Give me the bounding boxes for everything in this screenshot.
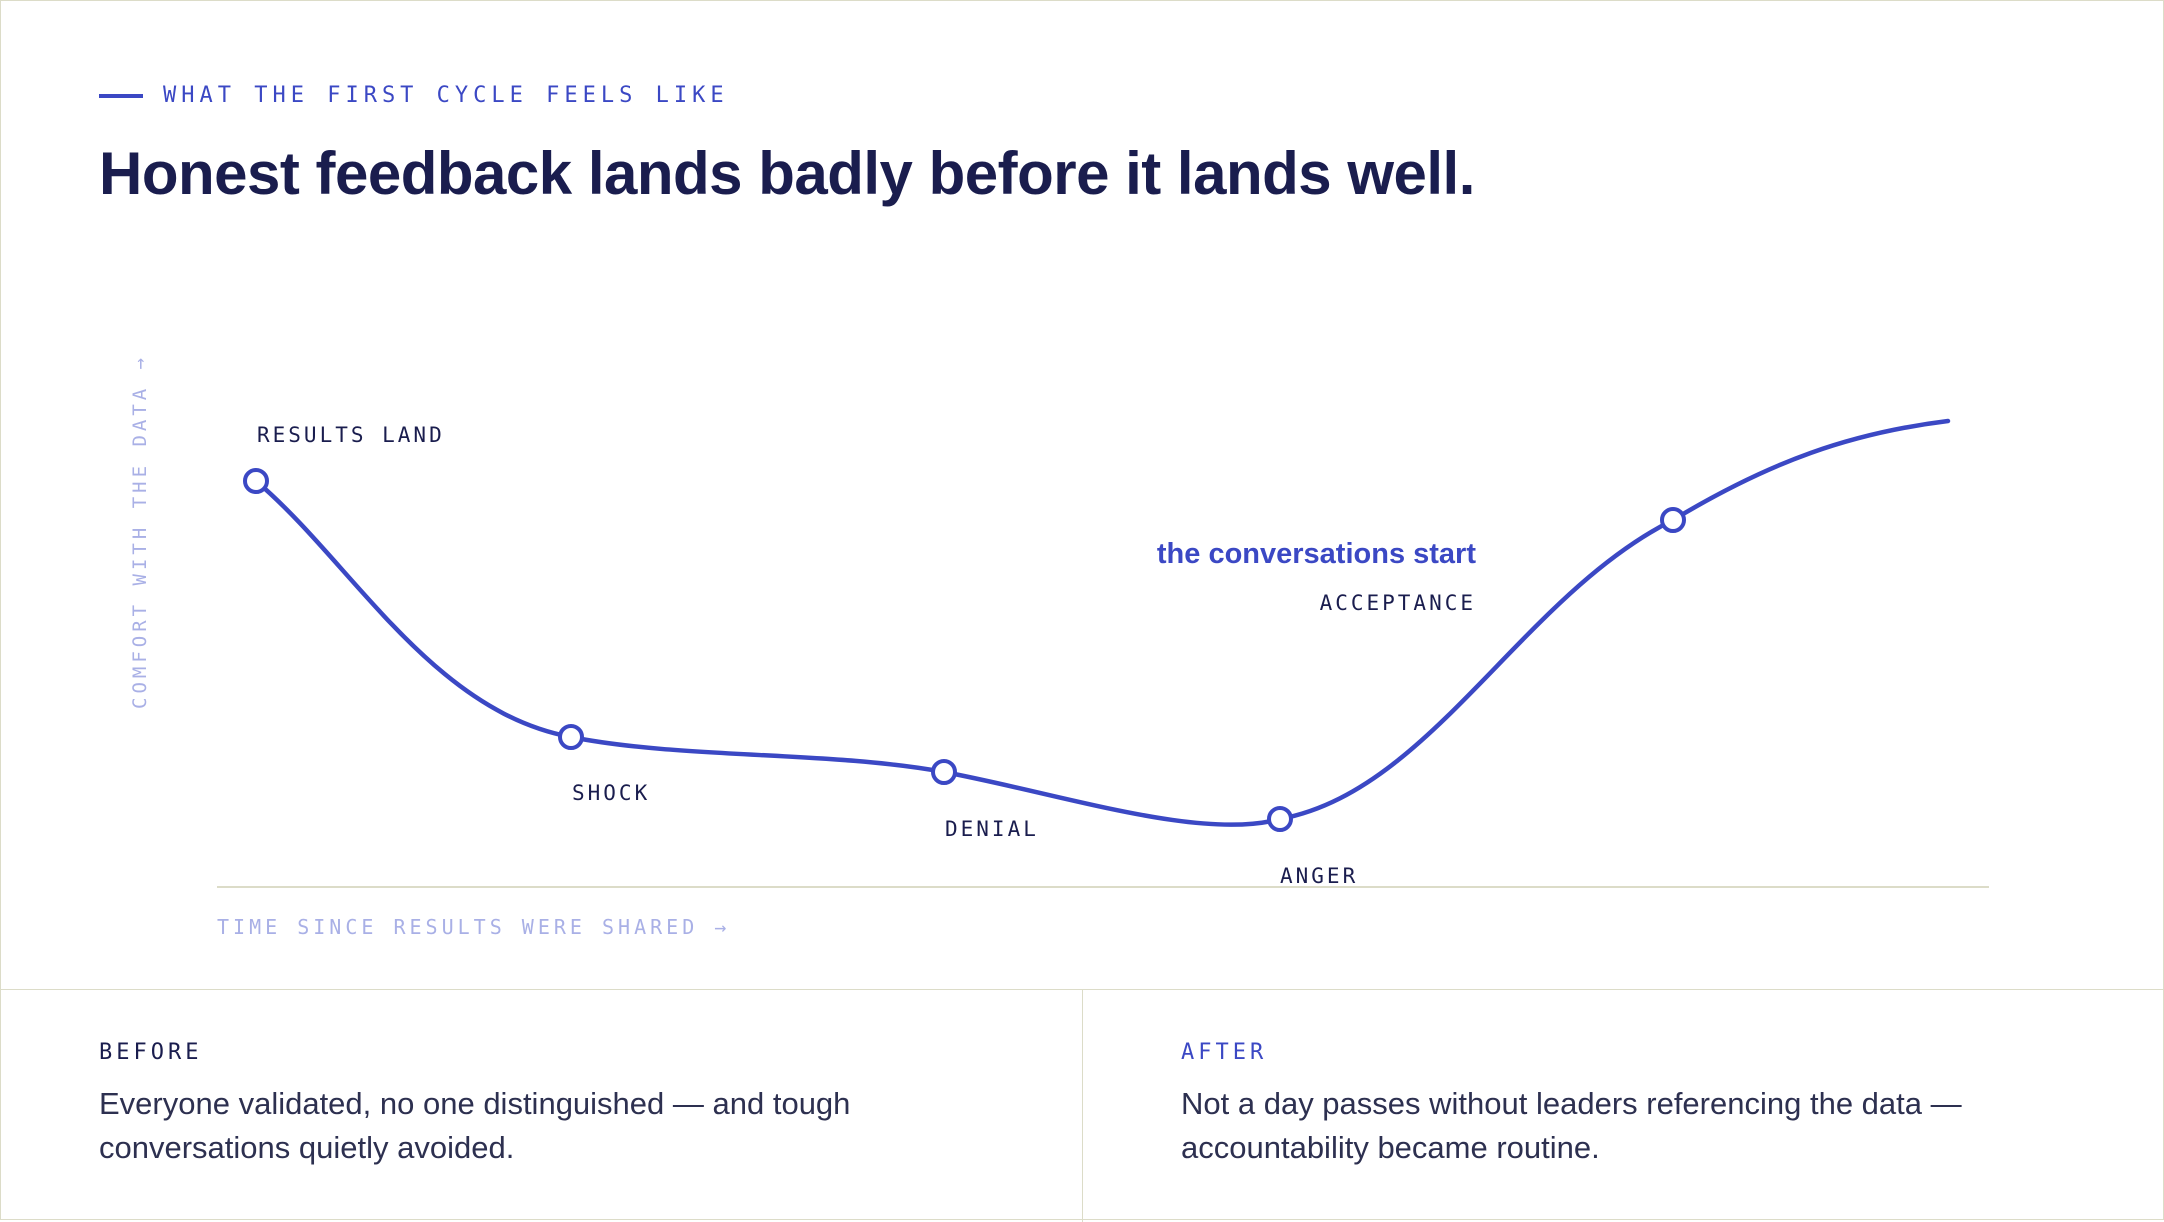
callout-conversations-start: the conversations start (1157, 538, 1476, 570)
emotional-curve-diagram: COMFORT WITH THE DATA → TIME SINCE RESUL… (129, 354, 1989, 939)
before-after-panels: BEFORE Everyone validated, no one distin… (1, 989, 2164, 1222)
eyebrow-text: WHAT THE FIRST CYCLE FEELS LIKE (163, 83, 729, 108)
stage-label-anger: ANGER (1280, 864, 1358, 888)
before-label: BEFORE (99, 1040, 203, 1065)
stage-label-results-land: RESULTS LAND (257, 423, 445, 447)
x-axis-label: TIME SINCE RESULTS WERE SHARED → (217, 915, 730, 939)
stage-label-shock: SHOCK (572, 781, 650, 805)
stage-marker-denial (931, 759, 957, 785)
eyebrow-rule (99, 93, 143, 98)
before-panel: BEFORE Everyone validated, no one distin… (1, 990, 1083, 1222)
comfort-curve (253, 418, 1951, 827)
after-label: AFTER (1181, 1040, 1268, 1065)
after-panel: AFTER Not a day passes without leaders r… (1083, 990, 2164, 1222)
headline: Honest feedback lands badly before it la… (99, 140, 1475, 207)
y-axis-label: COMFORT WITH THE DATA → (129, 354, 151, 709)
stage-marker-results-land (243, 468, 269, 494)
stage-label-denial: DENIAL (945, 817, 1039, 841)
stage-marker-acceptance (1660, 507, 1686, 533)
stage-marker-anger (1267, 806, 1293, 832)
stage-label-acceptance: ACCEPTANCE (1320, 591, 1476, 615)
eyebrow: WHAT THE FIRST CYCLE FEELS LIKE (99, 83, 729, 108)
after-text: Not a day passes without leaders referen… (1181, 1086, 1962, 1165)
stage-marker-shock (558, 724, 584, 750)
before-text: Everyone validated, no one distinguished… (99, 1086, 851, 1165)
